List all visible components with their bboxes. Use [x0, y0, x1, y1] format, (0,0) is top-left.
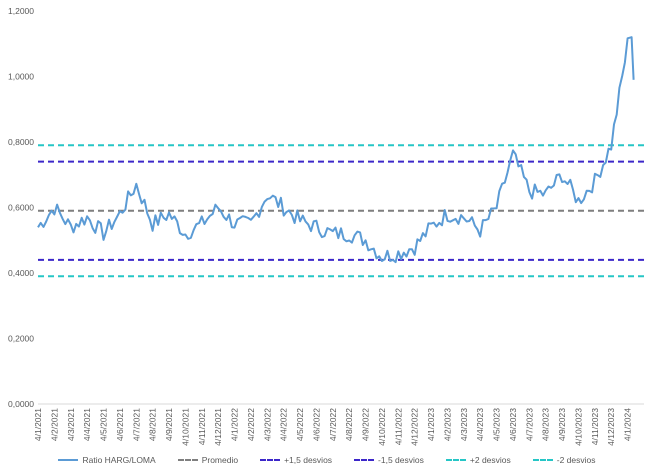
x-tick-label: 4/8/2023: [541, 408, 551, 441]
y-tick-label: 0,6000: [8, 203, 34, 213]
legend-swatch: [532, 459, 553, 461]
plot-area: 0,0000 0,2000 0,4000 0,6000 0,8000 1,0000 1,20…: [8, 6, 644, 446]
y-tick-label: 0,0000: [8, 399, 34, 409]
x-tick-label: 4/6/2021: [115, 408, 125, 441]
x-tick-label: 4/11/2023: [590, 408, 600, 445]
x-tick-label: 4/3/2022: [262, 408, 272, 441]
legend-item: +2 desvios: [445, 455, 511, 465]
legend-swatch: [445, 459, 466, 461]
x-tick-label: 4/4/2022: [279, 408, 289, 441]
x-tick-label: 4/8/2022: [344, 408, 354, 441]
x-tick-label: 4/12/2022: [410, 408, 420, 446]
legend-item: -1,5 desvios: [354, 455, 424, 465]
x-tick-label: 4/5/2022: [295, 408, 305, 441]
legend-label: +2 desvios: [469, 455, 511, 465]
x-tick-label: 4/5/2021: [99, 408, 109, 441]
legend-item: Ratio HARG/LOMA: [58, 455, 156, 465]
legend-item: +1,5 desvios: [260, 455, 332, 465]
y-tick-label: 0,8000: [8, 137, 34, 147]
legend-swatch: [58, 459, 79, 461]
x-tick-label: 4/2/2022: [246, 408, 256, 441]
legend-label: +1,5 desvios: [284, 455, 333, 465]
x-tick-label: 4/7/2022: [328, 408, 338, 441]
x-tick-label: 4/1/2024: [623, 408, 633, 441]
x-tick-label: 4/11/2022: [393, 408, 403, 445]
x-tick-label: 4/4/2023: [475, 408, 485, 441]
x-tick-label: 4/3/2021: [66, 408, 76, 441]
y-tick-label: 1,0000: [8, 72, 34, 82]
x-tick-label: 4/6/2023: [508, 408, 518, 441]
x-tick-label: 4/7/2023: [524, 408, 534, 441]
x-tick-label: 4/5/2023: [492, 408, 502, 441]
x-tick-label: 4/12/2021: [213, 408, 223, 446]
x-tick-label: 4/10/2023: [573, 408, 583, 446]
x-tick-label: 4/10/2022: [377, 408, 387, 446]
y-tick-label: 0,2000: [8, 334, 34, 344]
legend-label: Promedio: [201, 455, 239, 465]
x-tick-label: 4/10/2021: [180, 408, 190, 446]
chart-legend: Ratio HARG/LOMA Promedio +1,5 desvios -1,5 …: [0, 452, 654, 468]
series-line-ratio: [37, 36, 635, 264]
x-tick-label: 4/2/2023: [442, 408, 452, 441]
x-tick-label: 4/2/2021: [49, 408, 59, 441]
x-tick-label: 4/6/2022: [311, 408, 321, 441]
x-tick-label: 4/4/2021: [82, 408, 92, 441]
x-tick-label: 4/7/2021: [131, 408, 141, 441]
legend-label: -2 desvios: [556, 455, 596, 465]
x-tick-label: 4/3/2023: [459, 408, 469, 441]
legend-item: Promedio: [177, 455, 239, 465]
x-tick-label: 4/1/2022: [230, 408, 240, 441]
y-tick-label: 0,4000: [8, 268, 34, 278]
legend-swatch: [177, 459, 198, 461]
legend-swatch: [354, 459, 375, 461]
x-tick-label: 4/9/2022: [361, 408, 371, 441]
y-tick-label: 1,2000: [8, 6, 34, 16]
x-tick-label: 4/1/2021: [33, 408, 43, 441]
x-tick-label: 4/11/2021: [197, 408, 207, 445]
legend-item: -2 desvios: [532, 455, 596, 465]
x-tick-label: 4/8/2021: [148, 408, 158, 441]
legend-label: Ratio HARG/LOMA: [82, 455, 156, 465]
x-tick-label: 4/1/2023: [426, 408, 436, 441]
x-tick-label: 4/9/2023: [557, 408, 567, 441]
x-tick-label: 4/9/2021: [164, 408, 174, 441]
legend-label: -1,5 desvios: [378, 455, 424, 465]
legend-swatch: [260, 459, 281, 461]
x-tick-label: 4/12/2023: [606, 408, 616, 446]
